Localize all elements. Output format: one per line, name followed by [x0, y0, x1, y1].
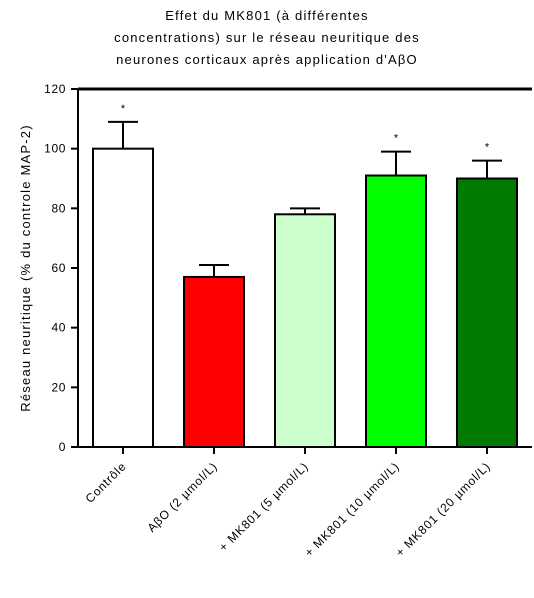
y-tick-label: 20: [51, 380, 66, 394]
bar: [274, 213, 336, 448]
chart-title-line-3: neurones corticaux après application d'A…: [116, 52, 418, 67]
x-category-label: Contrôle: [83, 459, 130, 506]
y-tick-label: 60: [51, 261, 66, 275]
axes: 0 20 40 60 80 100 120: [44, 82, 532, 454]
chart-title-line-2: concentrations) sur le réseau neuritique…: [114, 30, 420, 45]
bar: [92, 147, 154, 449]
significance-marker: *: [394, 133, 399, 145]
x-category-label: AβO (2 µmol/L): [144, 459, 220, 535]
bar: [365, 174, 427, 448]
significance-marker: *: [121, 103, 126, 115]
bar: [183, 275, 245, 449]
x-category-label: + MK801 (5 µmol/L): [216, 459, 311, 554]
y-axis-label: Réseau neuritique (% du controle MAP-2): [18, 124, 33, 411]
x-category-label: + MK801 (10 µmol/L): [302, 459, 402, 559]
y-tick-label: 80: [51, 201, 66, 215]
y-tick-label: 40: [51, 321, 66, 335]
significance-marker: *: [485, 142, 490, 154]
y-tick-label: 0: [59, 440, 66, 454]
bar: [456, 177, 518, 448]
chart-title-line-1: Effet du MK801 (à différentes: [165, 8, 369, 23]
y-tick-label: 120: [44, 82, 66, 96]
y-tick-label: 100: [44, 142, 66, 156]
bars-group: [92, 120, 518, 449]
x-category-label: + MK801 (20 µmol/L): [393, 459, 493, 559]
